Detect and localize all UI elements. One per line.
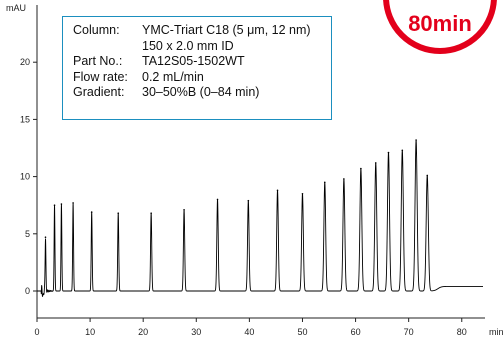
x-tick-label: 0 [34, 327, 39, 337]
x-ticks: 0 10 20 30 40 50 60 70 80 [34, 318, 467, 337]
condition-row-column: Column: YMC-Triart C18 (5 μm, 12 nm) [73, 23, 331, 39]
x-tick-label: 70 [404, 327, 414, 337]
condition-value: 150 x 2.0 mm ID [142, 38, 234, 53]
peak-apex [247, 199, 250, 202]
condition-value: TA12S05-1502WT [142, 54, 245, 69]
chromatogram-trace [36, 139, 484, 297]
chart-axes [36, 5, 485, 319]
x-tick-label: 50 [297, 327, 307, 337]
x-tick-label: 60 [351, 327, 361, 337]
peak-apex [183, 208, 185, 211]
condition-row-gradient: Gradient: 30–50%B (0–84 min) [73, 85, 331, 101]
y-tick-label: 5 [25, 229, 30, 239]
peak-apex [72, 202, 74, 204]
x-tick-label: 30 [191, 327, 201, 337]
y-tick-label: 10 [20, 172, 30, 182]
peak-apex [53, 204, 56, 206]
x-tick-label: 10 [85, 327, 95, 337]
y-ticks: 0 5 10 15 20 [20, 57, 37, 296]
peak-apex [415, 139, 417, 141]
y-tick-label: 15 [20, 114, 30, 124]
run-time-unit: min [432, 11, 472, 36]
y-tick-label: 20 [20, 57, 30, 67]
peak-apex [426, 174, 429, 177]
condition-row-flow-rate: Flow rate: 0.2 mL/min [73, 70, 331, 86]
peak-apex [117, 212, 120, 215]
x-tick-label: 40 [244, 327, 254, 337]
peak-apex [323, 181, 326, 184]
condition-row-dimensions: 150 x 2.0 mm ID [73, 39, 331, 55]
condition-key: Column: [73, 23, 120, 37]
condition-value: YMC-Triart C18 (5 μm, 12 nm) [142, 23, 311, 37]
peak-apex [401, 149, 404, 152]
condition-row-part-no: Part No.: TA12S05-1502WT [73, 54, 331, 70]
peak-apex [216, 198, 219, 201]
y-axis-unit-label: mAU [6, 3, 26, 13]
condition-key: Gradient: [73, 85, 125, 100]
peak-apex [360, 167, 362, 170]
x-axis-unit-label: min [489, 327, 504, 337]
peak-apex [90, 211, 93, 213]
run-time-text: 80min [389, 12, 491, 36]
peak-apex [343, 178, 345, 180]
peak-apex [150, 212, 152, 215]
run-time-value: 80 [408, 11, 433, 36]
peak-apex [44, 236, 47, 239]
y-tick-label: 0 [25, 286, 30, 296]
x-tick-label: 80 [457, 327, 467, 337]
condition-key: Part No.: [73, 54, 123, 69]
peak-apex [374, 162, 377, 164]
conditions-box: Column: YMC-Triart C18 (5 μm, 12 nm) 150… [62, 16, 332, 120]
peak-apex [301, 192, 304, 195]
peak-apex [276, 189, 279, 192]
condition-key [73, 39, 142, 55]
x-tick-label: 20 [138, 327, 148, 337]
peak-apex [60, 203, 63, 205]
condition-value: 0.2 mL/min [142, 69, 204, 84]
peak-apex [387, 151, 390, 154]
condition-value: 30–50%B (0–84 min) [142, 85, 260, 100]
condition-key: Flow rate: [73, 69, 128, 84]
peak-marks [44, 139, 429, 239]
